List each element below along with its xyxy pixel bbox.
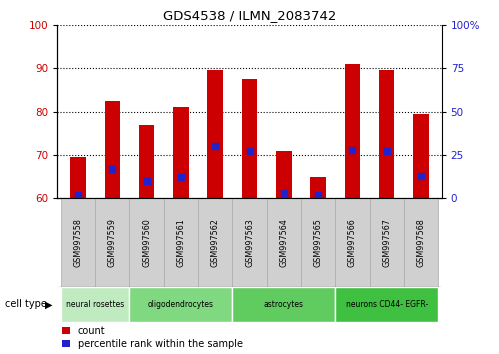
Bar [345,64,360,198]
Bar [61,198,95,287]
Bar [95,198,129,287]
Bar [173,107,189,198]
Bar [233,198,266,287]
Bar [242,79,257,198]
Text: neural rosettes: neural rosettes [66,300,124,309]
Point [211,143,219,149]
Point [143,178,151,184]
Point [348,147,356,153]
Bar [266,198,301,287]
Bar [208,70,223,198]
Point [246,149,253,154]
Bar [276,150,291,198]
Bar [105,101,120,198]
Text: GSM997564: GSM997564 [279,218,288,267]
Bar [139,125,154,198]
Bar [301,198,335,287]
Bar [198,198,233,287]
Bar [335,287,438,322]
Text: oligodendrocytes: oligodendrocytes [148,300,214,309]
Point [74,192,82,198]
Text: GSM997560: GSM997560 [142,218,151,267]
Bar [335,198,370,287]
Bar [164,198,198,287]
Bar [129,287,233,322]
Text: GSM997558: GSM997558 [73,218,82,267]
Text: ▶: ▶ [45,299,52,309]
Point [383,149,391,154]
Text: GSM997565: GSM997565 [313,218,323,267]
Point [108,166,116,172]
Text: GSM997563: GSM997563 [245,218,254,267]
Text: GSM997562: GSM997562 [211,218,220,267]
Text: GDS4538 / ILMN_2083742: GDS4538 / ILMN_2083742 [163,9,336,22]
Point [417,173,425,178]
Bar [379,70,394,198]
Text: GSM997567: GSM997567 [382,218,391,267]
Point [177,175,185,180]
Legend: count, percentile rank within the sample: count, percentile rank within the sample [62,326,243,349]
Bar [70,157,86,198]
Bar [129,198,164,287]
Point [280,190,288,196]
Text: cell type: cell type [5,299,47,309]
Text: GSM997561: GSM997561 [176,218,186,267]
Bar [233,287,335,322]
Text: GSM997568: GSM997568 [417,218,426,267]
Bar [404,198,438,287]
Bar [413,114,429,198]
Text: GSM997566: GSM997566 [348,218,357,267]
Bar [310,177,326,198]
Text: astrocytes: astrocytes [264,300,304,309]
Text: GSM997559: GSM997559 [108,218,117,267]
Bar [370,198,404,287]
Bar [61,287,129,322]
Text: neurons CD44- EGFR-: neurons CD44- EGFR- [346,300,428,309]
Point [314,192,322,198]
